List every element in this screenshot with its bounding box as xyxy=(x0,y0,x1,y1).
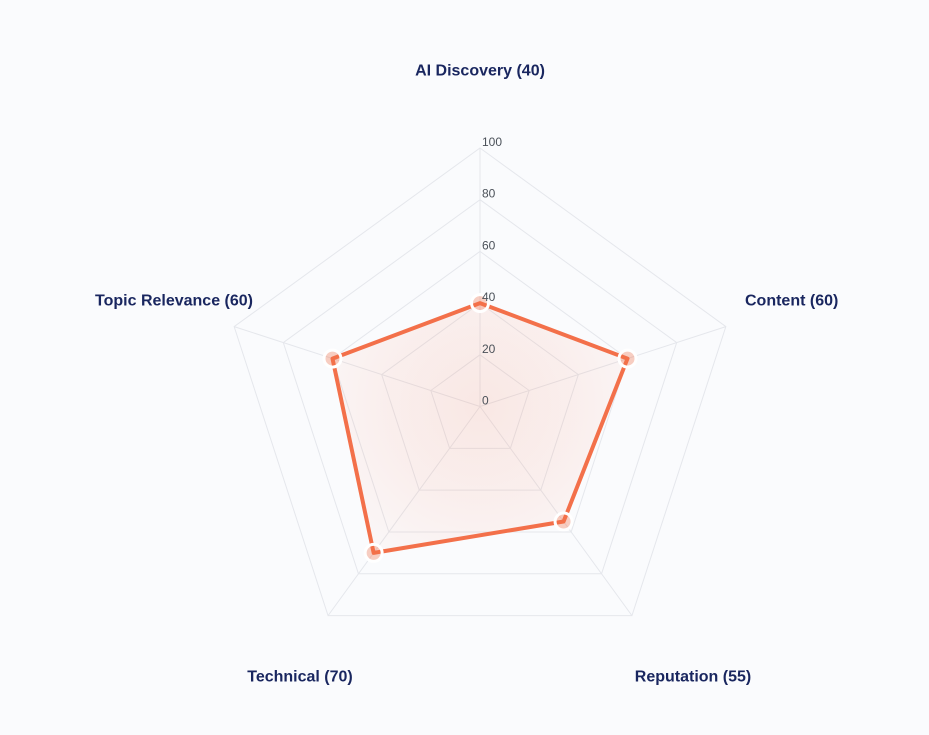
axis-label-technical: Technical (70) xyxy=(247,669,353,686)
axis-label-content: Content (60) xyxy=(745,293,838,310)
data-point-marker xyxy=(470,293,490,314)
data-polygon xyxy=(330,301,630,555)
axis-label-reputation: Reputation (55) xyxy=(635,669,751,686)
scale-tick-label: 20 xyxy=(482,342,496,356)
axis-label-ai-discovery: AI Discovery (40) xyxy=(415,63,545,80)
scale-tick-label: 100 xyxy=(482,135,502,149)
scale-tick-label: 0 xyxy=(482,394,489,408)
scale-tick-label: 40 xyxy=(482,290,496,304)
data-point-marker xyxy=(617,348,638,369)
data-point-marker xyxy=(553,511,574,532)
data-point-marker xyxy=(322,348,343,369)
scale-tick-label: 80 xyxy=(482,187,496,201)
grid-ring xyxy=(282,199,678,575)
data-point-marker xyxy=(363,542,384,563)
axis-label-topic-relevance: Topic Relevance (60) xyxy=(95,293,253,310)
scale-tick-label: 60 xyxy=(482,238,496,252)
grid-ring xyxy=(233,147,727,617)
